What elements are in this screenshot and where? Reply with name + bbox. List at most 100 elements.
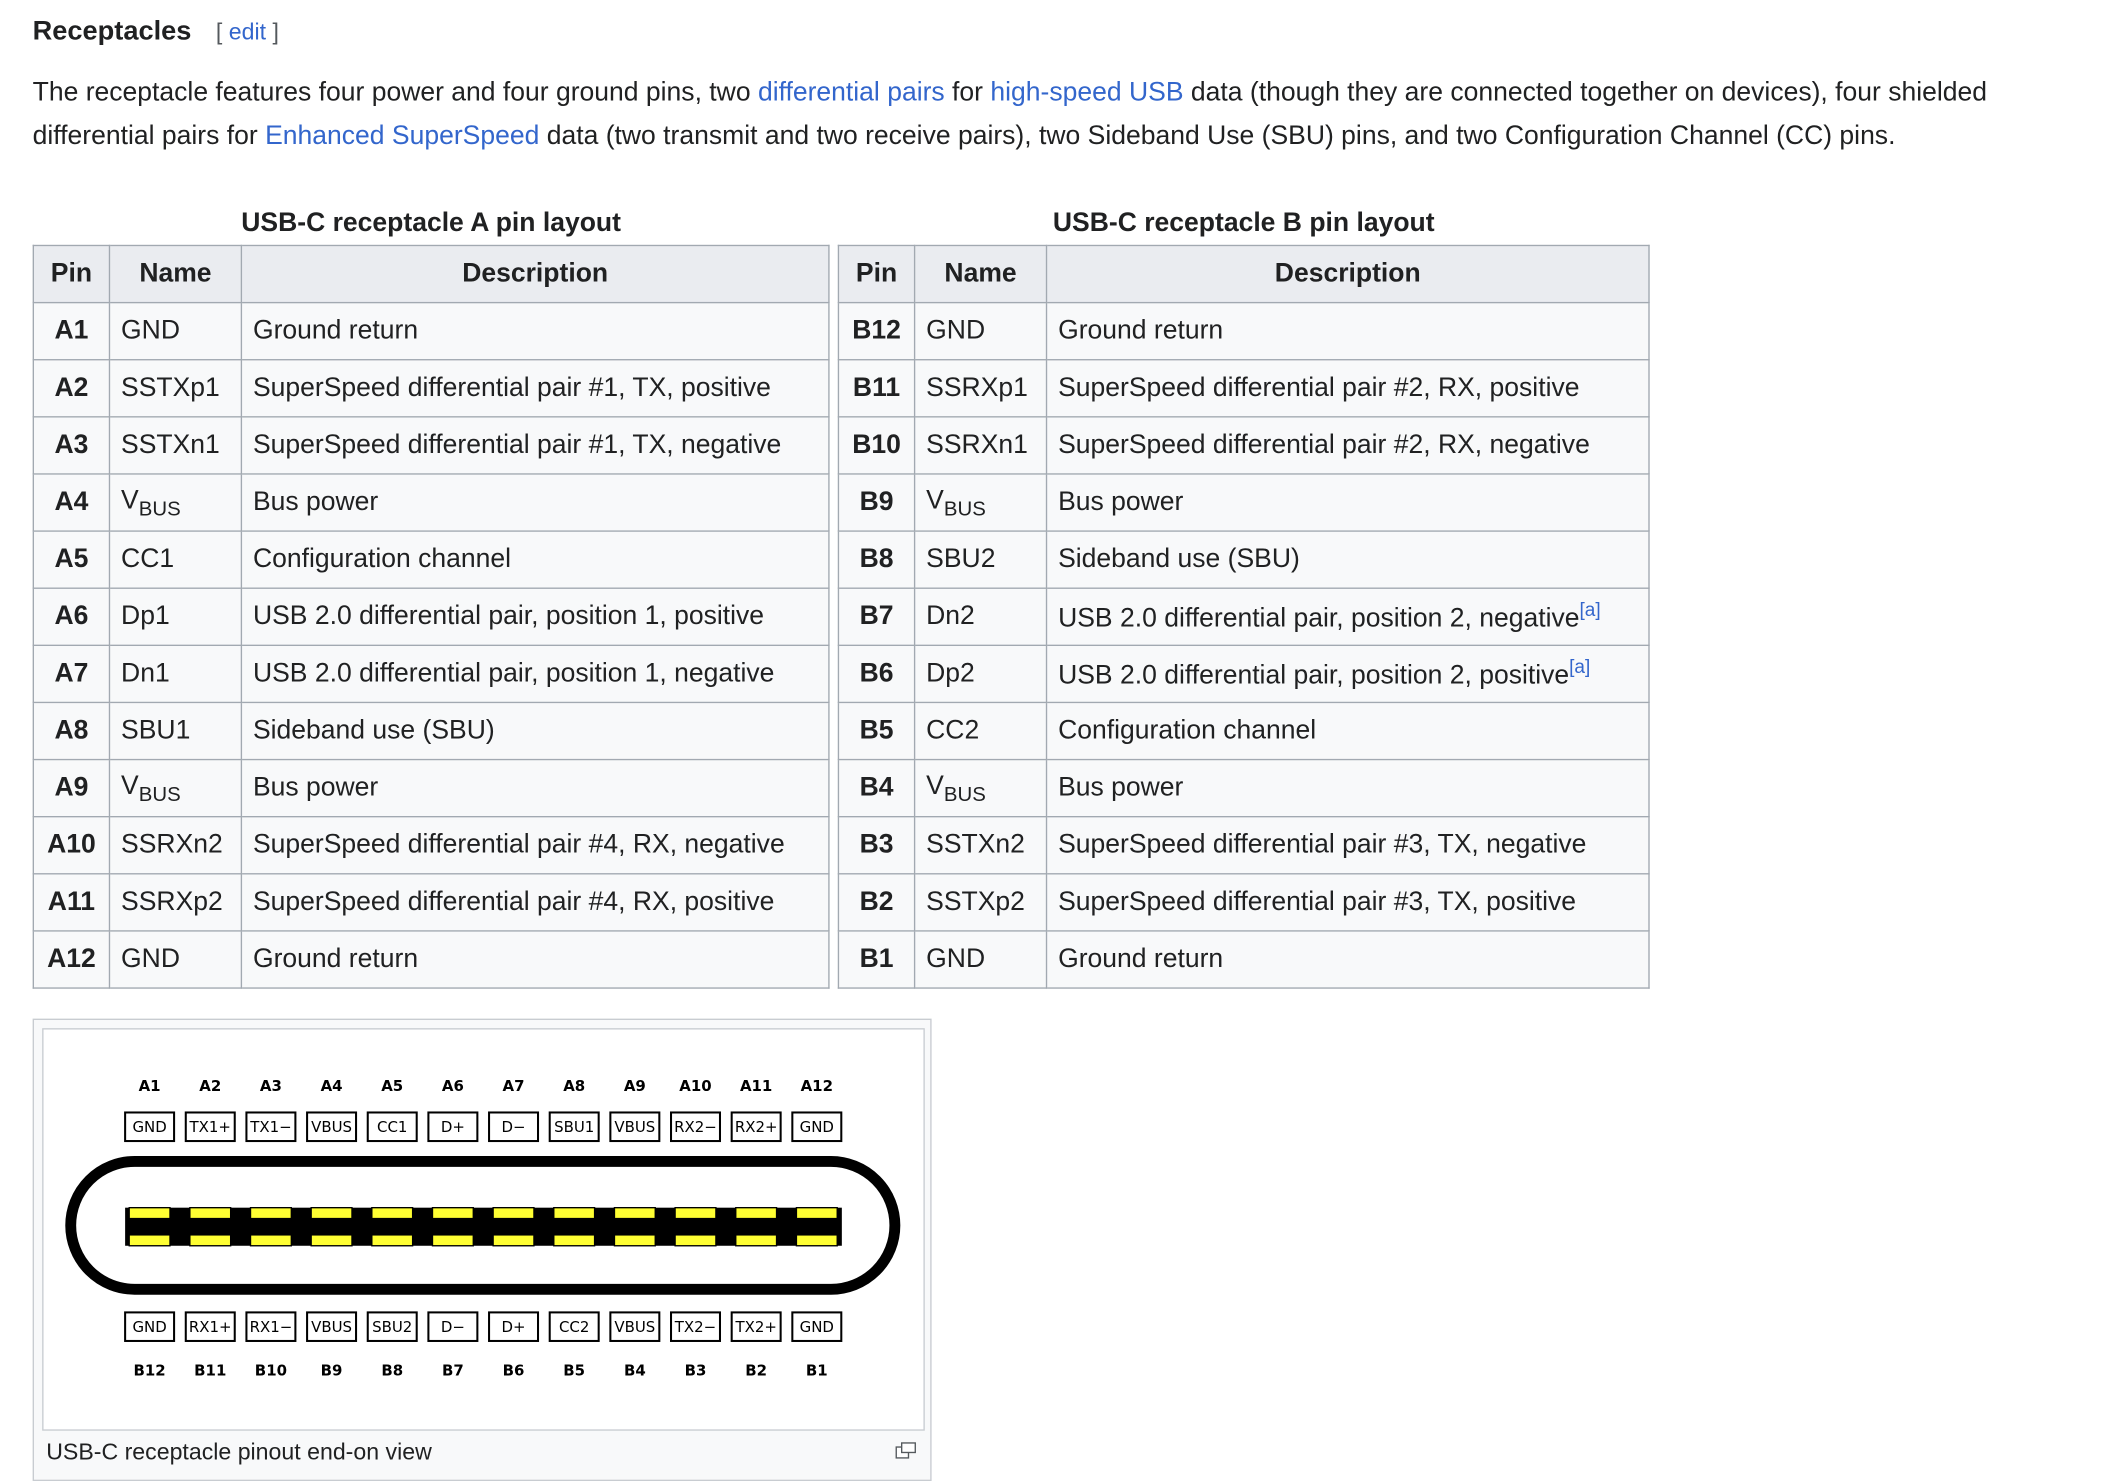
cell: A12 <box>32 930 111 989</box>
pin-box <box>548 1311 600 1342</box>
cell: B10 <box>837 416 916 475</box>
pin-label: B7 <box>442 1361 464 1379</box>
row: A3 SSTXn1 SuperSpeed differential pair #1,… <box>32 416 830 475</box>
cell-text: V <box>121 770 139 801</box>
cell: GND <box>108 301 243 361</box>
contact <box>795 1234 838 1247</box>
cell: SBU1 <box>108 701 243 761</box>
row: B3 SSTXn2 SuperSpeed differential pair #3,… <box>837 815 1650 875</box>
header-cell: Pin <box>837 244 916 304</box>
cell: SSTXp2 <box>913 873 1048 932</box>
cell-text: V <box>926 484 944 515</box>
cell: B3 <box>837 815 916 875</box>
pin-label: A6 <box>442 1077 464 1095</box>
contact <box>613 1207 656 1220</box>
pin-name: VBUS <box>311 1318 352 1336</box>
cell: USB 2.0 differential pair, position 2, n… <box>1045 587 1650 647</box>
pin-name: VBUS <box>311 1118 352 1136</box>
link[interactable]: Enhanced SuperSpeed <box>265 121 540 151</box>
pin-label: B4 <box>624 1361 646 1379</box>
row: B9 VBUS Bus power <box>837 473 1650 532</box>
cell: B4 <box>837 758 916 818</box>
contact <box>735 1207 778 1220</box>
footnote[interactable]: [a] <box>1579 598 1601 621</box>
pin-name: VBUS <box>614 1118 655 1136</box>
link[interactable]: differential pairs <box>757 77 945 108</box>
row: B4 VBUS Bus power <box>837 758 1650 818</box>
row: B2 SSTXp2 SuperSpeed differential pair #3,… <box>837 873 1650 932</box>
pin-label: A2 <box>199 1077 221 1095</box>
header-cell: Description <box>1045 244 1650 304</box>
enlarge-icon[interactable] <box>895 1442 917 1460</box>
pin-box <box>488 1311 540 1342</box>
cell: A9 <box>32 758 111 818</box>
footnote[interactable]: [a] <box>1569 655 1591 678</box>
pin-box <box>488 1111 540 1143</box>
cell: A3 <box>32 416 111 475</box>
pin-name: TX1− <box>249 1118 291 1136</box>
text: The receptacle features four power and f… <box>32 77 758 108</box>
cell: Ground return <box>240 930 830 989</box>
contact <box>128 1207 171 1220</box>
table-caption: USB-C receptacle B pin layout <box>1052 208 1435 238</box>
pin-name: GND <box>800 1118 834 1136</box>
link[interactable]: high-speed USB <box>990 77 1184 108</box>
pin-name: RX2+ <box>735 1118 778 1136</box>
pin-box <box>670 1311 722 1342</box>
cell: GND <box>913 301 1048 361</box>
edit-link[interactable]: edit <box>228 19 267 45</box>
connector-shell <box>65 1156 901 1295</box>
cell-text: USB 2.0 differential pair, position 2, p… <box>1058 660 1570 691</box>
cell: SSRXn1 <box>913 416 1048 475</box>
pin-name: GND <box>132 1118 166 1136</box>
cell-text: USB 2.0 differential pair, position 2, n… <box>1058 603 1580 634</box>
cell: SuperSpeed differential pair #3, TX, pos… <box>1045 873 1650 932</box>
row: A1 GND Ground return <box>32 301 830 361</box>
cell: Ground return <box>1045 301 1650 361</box>
header-cell: Description <box>240 244 830 304</box>
pin-label: B11 <box>194 1361 226 1379</box>
cell: SSRXn2 <box>108 815 243 875</box>
pin-name: D+ <box>502 1318 526 1336</box>
cell: VBUS <box>108 473 243 532</box>
pin-label: A12 <box>801 1077 833 1095</box>
pin-box <box>609 1111 661 1143</box>
contact <box>371 1207 414 1220</box>
cell: Dp2 <box>913 644 1048 704</box>
row: B12 GND Ground return <box>837 301 1650 361</box>
pin-box <box>184 1311 236 1342</box>
pin-box <box>548 1111 600 1143</box>
header-row: Pin Name Description <box>837 244 1650 304</box>
cell-text: V <box>926 770 944 801</box>
contact-tongue <box>125 1207 842 1246</box>
figure-caption: USB-C receptacle pinout end-on view <box>46 1438 432 1465</box>
cell: SSTXn2 <box>913 815 1048 875</box>
cell: B9 <box>837 473 916 532</box>
row: B1 GND Ground return <box>837 930 1650 989</box>
contact <box>613 1234 656 1247</box>
cell: CC1 <box>108 530 243 589</box>
contact <box>431 1207 474 1220</box>
cell: B11 <box>837 359 916 418</box>
cell: VBUS <box>913 758 1048 818</box>
pin-label: A1 <box>139 1077 161 1095</box>
cell: SuperSpeed differential pair #1, TX, pos… <box>240 359 830 418</box>
cell: Ground return <box>240 301 830 361</box>
pin-name: SBU2 <box>372 1318 412 1336</box>
row: A8 SBU1 Sideband use (SBU) <box>32 701 830 761</box>
paragraph: The receptacle features four power and f… <box>33 71 2114 158</box>
pin-box <box>791 1311 843 1342</box>
cell: A5 <box>32 530 111 589</box>
contact <box>553 1234 596 1247</box>
cell: SuperSpeed differential pair #4, RX, pos… <box>240 873 830 932</box>
cell: A7 <box>32 644 111 704</box>
cell: Sideband use (SBU) <box>1045 530 1650 589</box>
cell: B5 <box>837 701 916 761</box>
cell: Configuration channel <box>240 530 830 589</box>
row: A12 GND Ground return <box>32 930 830 989</box>
pin-name: TX2+ <box>734 1318 776 1336</box>
row: A4 VBUS Bus power <box>32 473 830 532</box>
